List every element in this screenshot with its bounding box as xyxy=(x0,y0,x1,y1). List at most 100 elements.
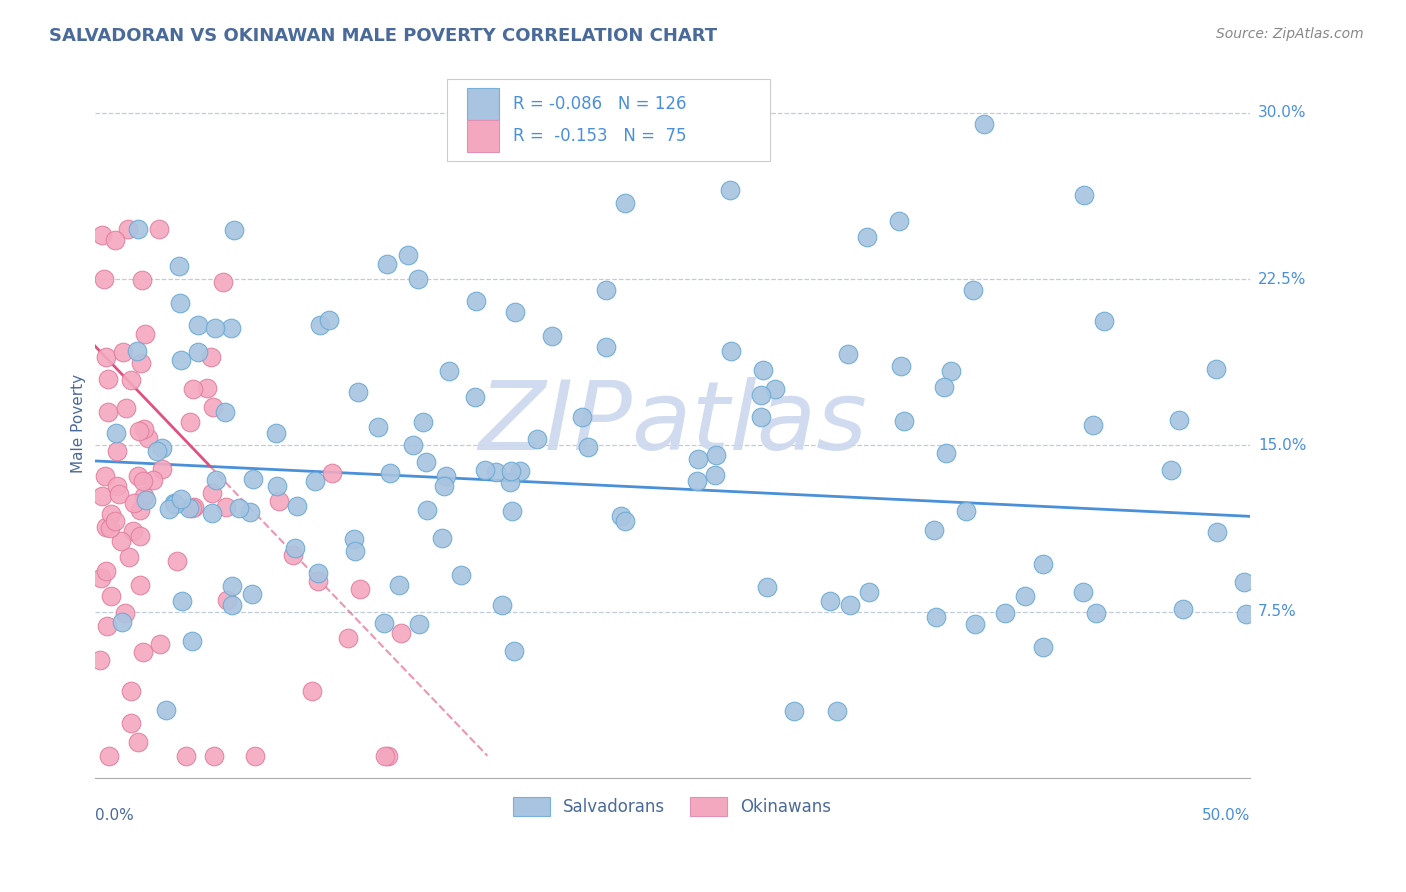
Point xyxy=(129,356,152,370)
Point xyxy=(614,196,637,211)
Point xyxy=(214,405,236,419)
Point xyxy=(499,475,522,490)
Point xyxy=(136,431,159,445)
Point xyxy=(269,493,291,508)
Point xyxy=(434,469,457,483)
Point xyxy=(100,507,122,521)
Point xyxy=(172,593,194,607)
Point xyxy=(1083,417,1105,432)
Text: 22.5%: 22.5% xyxy=(1258,272,1306,286)
Point xyxy=(1171,602,1194,616)
Point xyxy=(98,748,121,763)
FancyBboxPatch shape xyxy=(467,87,499,120)
Point xyxy=(402,438,425,452)
Point xyxy=(751,363,773,377)
Point xyxy=(240,587,263,601)
Point xyxy=(955,504,977,518)
Point xyxy=(499,464,522,478)
Point xyxy=(215,500,238,514)
Point xyxy=(474,463,496,477)
Point xyxy=(127,734,149,748)
Point xyxy=(343,533,366,547)
Point xyxy=(125,343,148,358)
Point xyxy=(1032,557,1054,571)
Point xyxy=(718,184,741,198)
Point xyxy=(887,214,910,228)
Point xyxy=(131,273,153,287)
Point xyxy=(433,479,456,493)
Point xyxy=(688,452,710,467)
Point xyxy=(228,500,250,515)
Point xyxy=(169,296,191,310)
Point xyxy=(266,479,288,493)
Point xyxy=(349,582,371,597)
Point xyxy=(283,548,305,562)
Point xyxy=(307,566,329,581)
Point xyxy=(994,607,1017,621)
Point xyxy=(1073,187,1095,202)
Point xyxy=(749,387,772,401)
Point xyxy=(1234,607,1257,621)
Point xyxy=(129,529,152,543)
Point xyxy=(93,272,115,286)
Point xyxy=(925,610,948,624)
Point xyxy=(221,599,243,613)
Point xyxy=(1160,462,1182,476)
Point xyxy=(100,521,122,535)
Point xyxy=(94,469,117,483)
Point xyxy=(765,383,787,397)
Point xyxy=(222,223,245,237)
Point xyxy=(202,400,225,414)
Point xyxy=(501,504,523,518)
Point xyxy=(502,644,524,658)
Point xyxy=(782,705,804,719)
Point xyxy=(337,632,360,646)
Point xyxy=(96,619,118,633)
Point xyxy=(111,615,134,629)
Point xyxy=(181,383,204,397)
Point xyxy=(245,748,267,763)
Text: 50.0%: 50.0% xyxy=(1202,808,1250,823)
Point xyxy=(110,533,132,548)
Point xyxy=(412,415,434,429)
Point xyxy=(157,502,180,516)
Point xyxy=(720,343,742,358)
Point xyxy=(378,466,401,480)
Point xyxy=(571,410,593,425)
Point xyxy=(122,524,145,538)
Point xyxy=(112,345,135,359)
Text: R = -0.086   N = 126: R = -0.086 N = 126 xyxy=(513,95,686,112)
Point xyxy=(150,462,173,476)
Point xyxy=(135,493,157,508)
Point xyxy=(578,440,600,454)
Point xyxy=(114,606,136,620)
Point xyxy=(485,465,508,479)
Point xyxy=(132,474,155,488)
Point xyxy=(108,487,131,501)
Point xyxy=(105,425,128,440)
Point xyxy=(146,443,169,458)
Point xyxy=(374,748,396,763)
Point xyxy=(179,415,201,429)
Point xyxy=(166,554,188,568)
Point xyxy=(283,541,305,555)
Point xyxy=(205,473,228,487)
Point xyxy=(614,514,637,528)
Point xyxy=(285,499,308,513)
Text: 7.5%: 7.5% xyxy=(1258,604,1296,619)
Point xyxy=(839,598,862,612)
Point xyxy=(749,409,772,424)
Point xyxy=(179,500,201,515)
Point xyxy=(941,364,963,378)
Point xyxy=(128,503,150,517)
Point xyxy=(934,380,956,394)
Point xyxy=(375,257,398,271)
Point xyxy=(201,507,224,521)
Point xyxy=(1092,314,1115,328)
Point xyxy=(163,496,186,510)
Point xyxy=(100,589,122,603)
Point xyxy=(89,653,111,667)
Point xyxy=(181,501,204,516)
Point xyxy=(134,422,156,436)
Point xyxy=(962,283,984,297)
